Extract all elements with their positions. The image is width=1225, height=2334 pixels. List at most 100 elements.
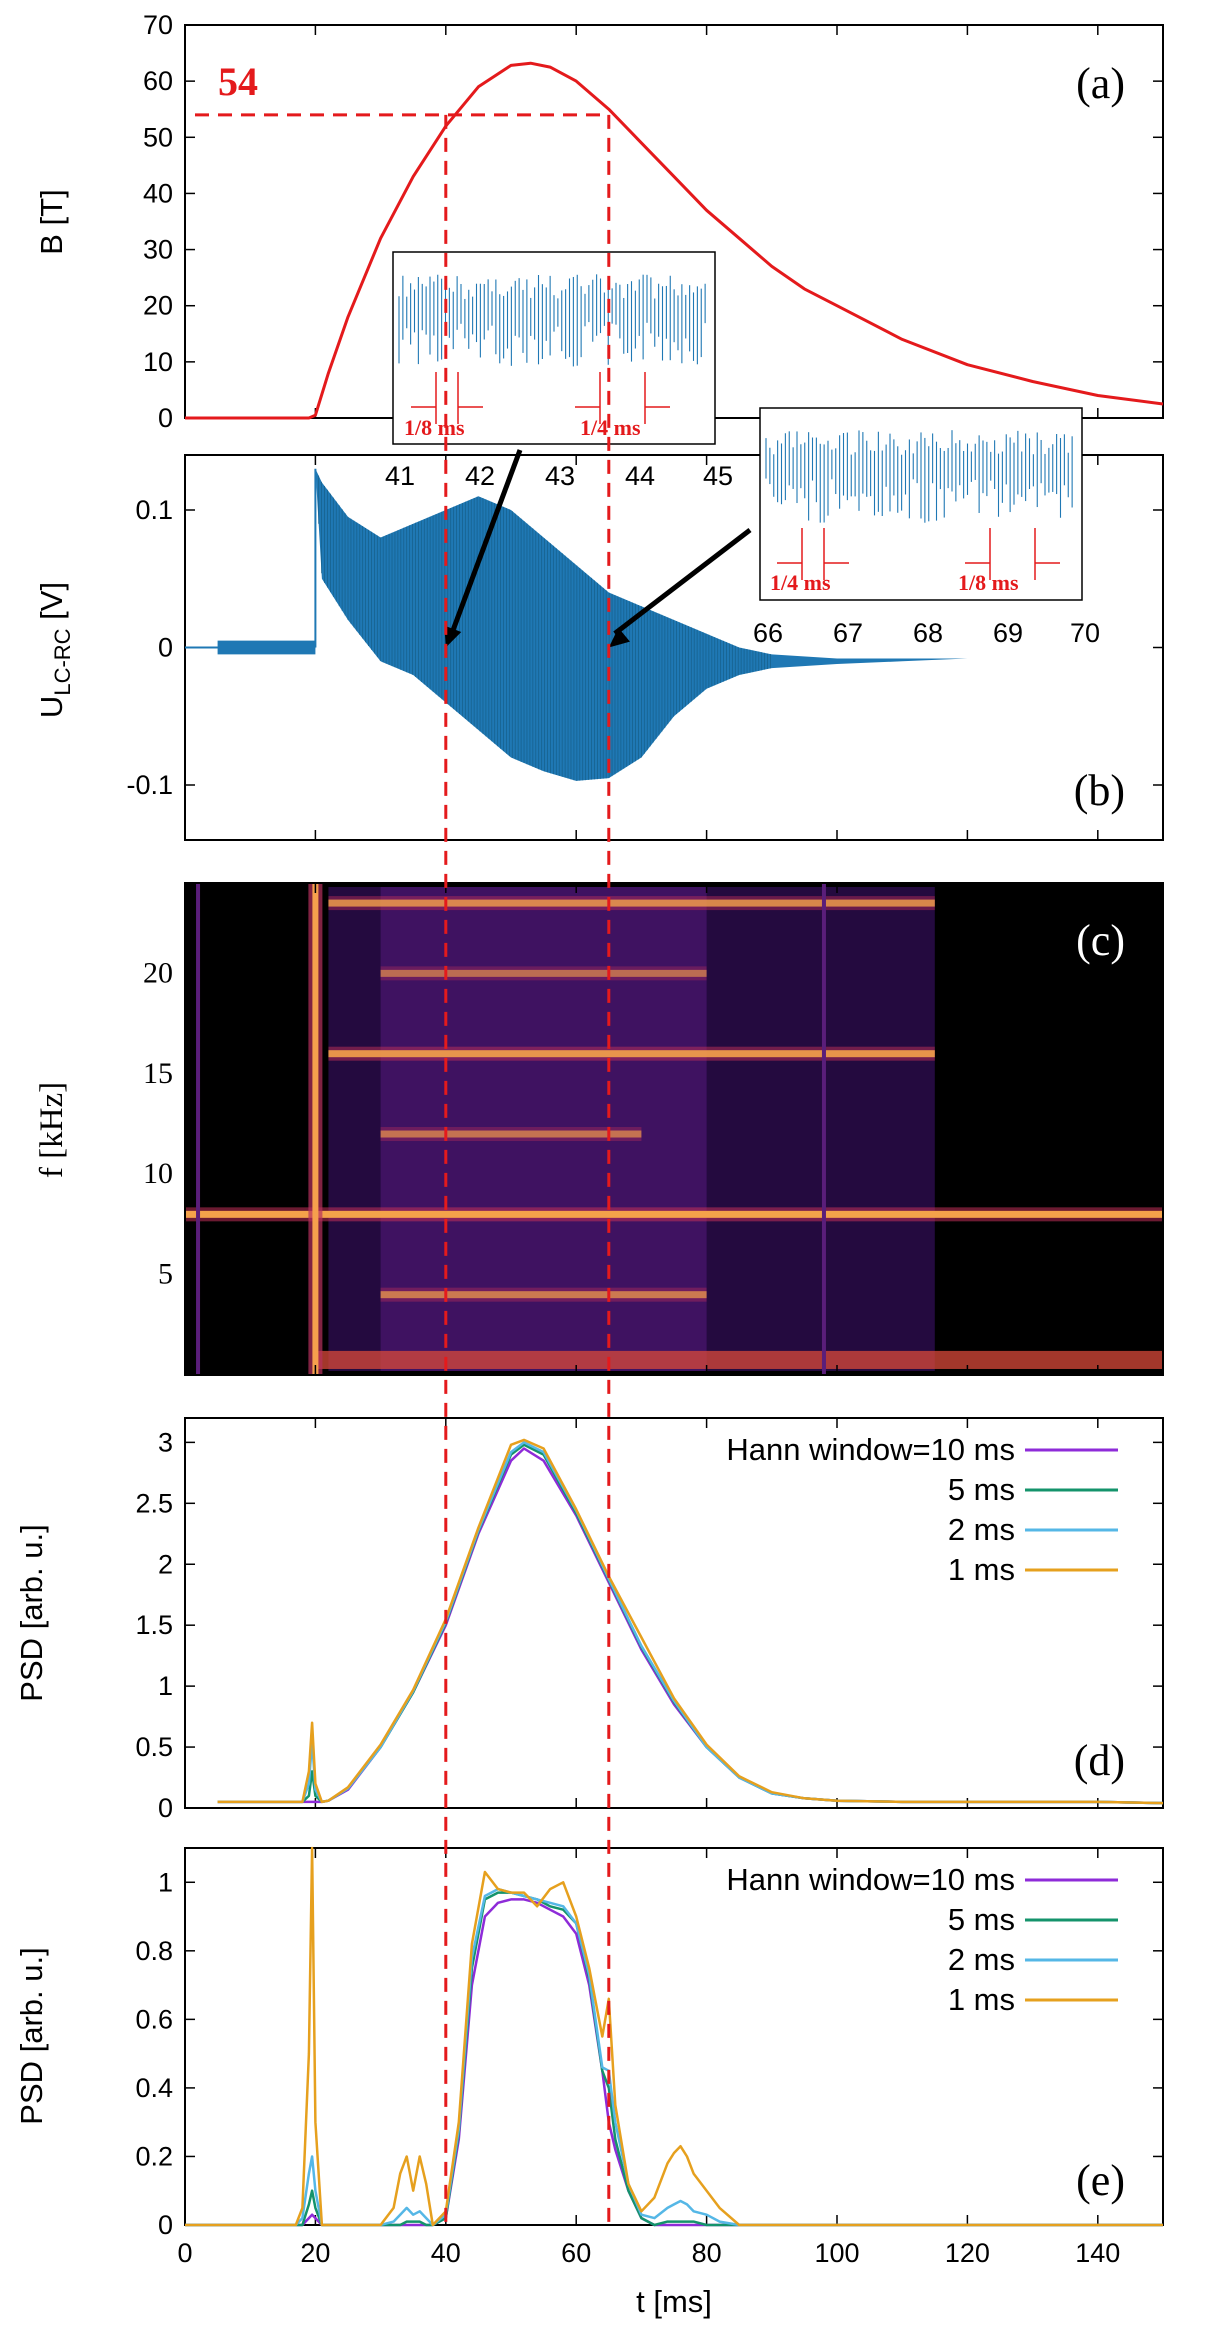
panel-b-ticks: -0.1 0 0.1 [126,455,1163,840]
panel-e-series-3 [185,1846,1163,2227]
panel-d-ytick-label: 3 [158,1427,173,1457]
inset-right-tick: 67 [833,618,863,648]
panel-e-legend-label: 1 ms [948,1982,1015,2017]
panel-e-ticks: 0 0.2 0.4 0.6 0.8 1 0 20 40 60 80 100 120 140 [135,1848,1163,2268]
spectrogram-band [185,1210,1163,1218]
panel-d-ytick-label: 1.5 [135,1610,173,1640]
inset-left-tick: 43 [545,461,575,491]
panel-e-xtick-label: 0 [177,2238,192,2268]
panel-e-legend-label: 2 ms [948,1942,1015,1977]
panel-a-ytick-label: 10 [143,347,173,377]
panel-d-legend-label: 2 ms [948,1512,1015,1547]
panel-e-series-1 [185,1891,1163,2227]
panel-a-ytick-label: 20 [143,291,173,321]
panel-e-xtick-label: 80 [692,2238,722,2268]
panel-b-plot [185,468,1163,781]
inset-pointer [613,528,752,636]
inset-pointer [449,449,523,635]
inset-left-tick: 45 [703,461,733,491]
panel-e-ytick-label: 0.6 [135,2004,173,2034]
panel-b-ylabel: ULC-RC [V] [34,582,75,718]
panel-e-ytick-label: 0.4 [135,2073,173,2103]
panel-d: 0 0.5 1 1.5 2 2.5 3 Hann window=10 ms 5 ms 2 ms 1… [14,1417,1164,1823]
panel-e-xtick-label: 120 [945,2238,990,2268]
signal-noise-band [217,640,316,655]
panel-a-plot [185,61,1164,420]
inset-left-ticks: 41 42 43 44 45 [385,461,733,491]
panel-d-ticks: 0 0.5 1 1.5 2 2.5 3 [135,1418,1163,1823]
panel-e-ytick-label: 0.2 [135,2141,173,2171]
panel-a-ylabel: B [T] [34,189,69,254]
spectrogram-vline [821,883,826,1375]
panel-a-ytick-label: 50 [143,122,173,152]
inset-right-tick: 70 [1070,618,1100,648]
panel-e-ytick-label: 1 [158,1867,173,1897]
panel-c-ytick-label: 20 [143,956,173,989]
inset-left-markers [411,372,670,424]
panel-e-xtick-label: 140 [1075,2238,1120,2268]
spectrogram-lowband [315,1350,1163,1369]
panel-a-ticks: 0 10 20 30 40 50 60 70 [143,10,1163,433]
panel-e-xtick-label: 20 [300,2238,330,2268]
panel-b: -0.1 0 0.1 ULC-RC [V] (b) [34,454,1164,841]
inset-pointer-head [444,625,462,648]
panel-a-ytick-label: 60 [143,66,173,96]
panel-b-ytick-label: 0 [158,633,173,663]
inset-left-tick: 42 [465,461,495,491]
panel-c-plot [185,883,1163,1375]
panel-d-plot [217,1438,1164,1805]
inset-right-signal [765,430,1073,523]
spectrogram-band [380,969,707,977]
panel-c: 5 10 15 20 f [kHz] (c) [34,882,1164,1376]
panel-a-ytick-label: 30 [143,235,173,265]
spectrogram-pulse [312,883,319,1375]
panel-e: 0 0.2 0.4 0.6 0.8 1 0 20 40 60 80 100 120 140 Hann wi… [14,1846,1164,2319]
inset-right-label-left: 1/4 ms [770,570,831,595]
inset-right-tick: 69 [993,618,1023,648]
panel-a: 0 10 20 30 40 50 60 70 B [T] 54 (a) [34,10,1164,433]
panel-d-legend: Hann window=10 ms 5 ms 2 ms 1 ms [726,1432,1118,1587]
panel-e-plot [185,1846,1163,2227]
panel-e-frame [184,1847,1164,2226]
panel-e-ytick-label: 0 [158,2210,173,2240]
inset-arrows [444,449,752,648]
panel-e-xtick-label: 40 [431,2238,461,2268]
inset-left-tick: 44 [625,461,655,491]
panel-a-ytick-label: 0 [158,403,173,433]
panel-e-series-0 [185,1898,1163,2227]
panel-c-ytick-label: 5 [158,1258,173,1291]
inset-left-tick: 41 [385,461,415,491]
panel-e-legend: Hann window=10 ms 5 ms 2 ms 1 ms [726,1862,1118,2017]
guide-lines [444,114,611,2225]
panel-e-label: (e) [1076,2156,1125,2205]
panel-d-ytick-label: 0.5 [135,1732,173,1762]
panel-c-ticks: 5 10 15 20 [143,883,1163,1375]
spectrogram-band [380,1130,642,1138]
panel-e-ylabel: PSD [arb. u.] [14,1947,49,2124]
panel-d-legend-label: 5 ms [948,1472,1015,1507]
panel-d-ytick-label: 1 [158,1671,173,1701]
panel-d-label: (d) [1074,1736,1125,1785]
panel-d-series-2 [217,1441,1164,1805]
panel-a-ytick-label: 70 [143,10,173,40]
inset-left-label-left: 1/8 ms [404,415,465,440]
panel-b-ytick-label: 0.1 [135,495,173,525]
panel-d-ylabel: PSD [arb. u.] [14,1524,49,1701]
panel-a-ytick-label: 40 [143,178,173,208]
panel-e-ytick-label: 0.8 [135,1936,173,1966]
inset-right: 1/4 ms 1/8 ms 66 67 68 69 70 [753,407,1100,648]
inset-pointer-head [608,627,630,648]
panel-d-frame [184,1417,1164,1809]
spectrogram-band [328,1050,935,1058]
field-curve [185,61,1164,420]
panel-d-series-1 [217,1443,1164,1805]
panel-d-ytick-label: 2 [158,1549,173,1579]
panel-d-series-3 [217,1438,1164,1805]
panel-a-annotation: 54 [218,59,258,104]
spectrogram-band [380,1291,707,1299]
x-axis-label: t [ms] [636,2284,712,2319]
inset-left-label-right: 1/4 ms [580,415,641,440]
panel-d-series-0 [217,1447,1164,1805]
inset-right-tick: 66 [753,618,783,648]
